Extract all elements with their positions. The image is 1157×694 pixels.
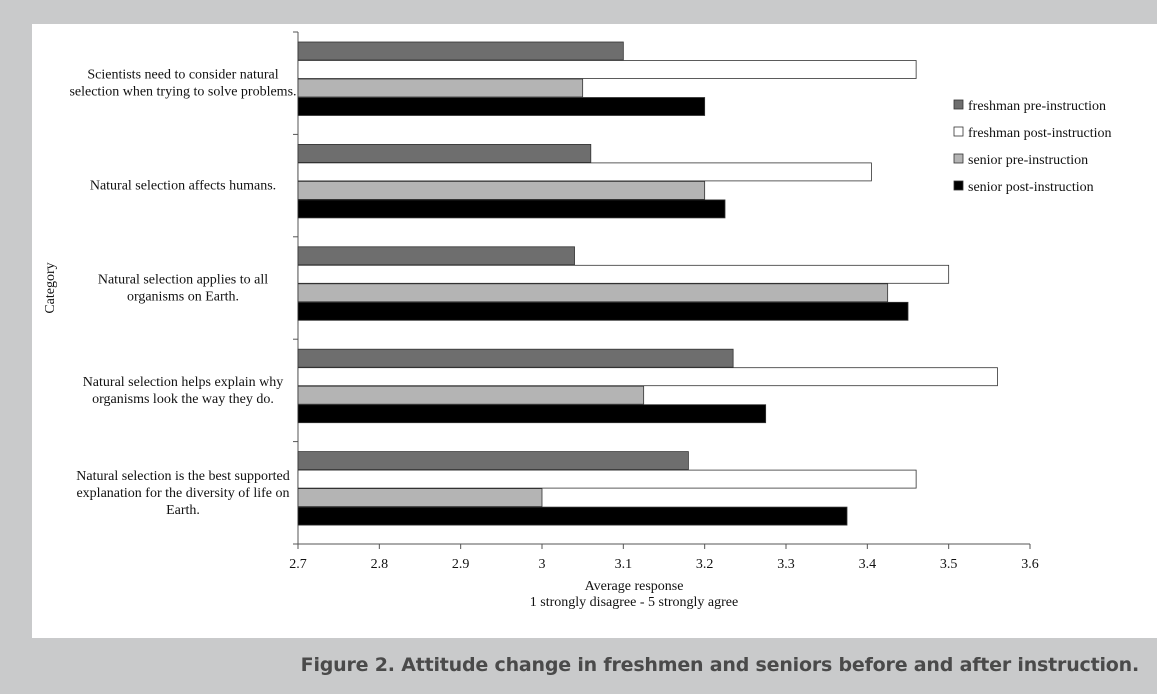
x-tick-label: 3.4 [859,557,877,572]
legend-entry: senior post-instruction [968,180,1094,195]
bar-senior-post-instruction-0 [297,97,706,116]
x-tick-label: 3 [539,557,546,572]
bar-freshman-post-instruction-1 [297,162,872,182]
y-axis-label: Category [43,262,58,313]
x-tick-label: 3.2 [696,557,714,572]
category-label: Scientists need to consider natural [87,68,278,83]
bar-senior-post-instruction-2 [297,301,909,321]
figure-caption: Figure 2. Attitude change in freshmen an… [300,654,1140,676]
bar-freshman-pre-instruction-1 [297,144,592,163]
legend-entry: freshman pre-instruction [968,99,1106,114]
x-tick-label: 2.9 [452,557,470,572]
category-label: explanation for the diversity of life on [76,486,289,501]
category-label: Natural selection applies to all [98,273,268,288]
bar-senior-post-instruction-3 [297,404,767,424]
legend-swatch [953,153,964,164]
bar-freshman-post-instruction-3 [297,367,998,387]
x-tick-label: 3.3 [777,557,795,572]
category-label: selection when trying to solve problems. [69,85,296,100]
bar-chart: 2.7 2.8 2.9 3 3.1 3.2 3.3 3.4 3.5 3.6 Scientists n… [43,31,1111,610]
x-tick-label: 3.5 [940,557,958,572]
x-tick-label: 2.7 [289,557,307,572]
bar-senior-pre-instruction-3 [297,385,645,405]
bar-freshman-post-instruction-4 [297,469,917,489]
bar-freshman-post-instruction-0 [297,60,917,79]
x-tick-label: 3.6 [1021,557,1039,572]
legend-entry: freshman post-instruction [968,126,1111,141]
legend-swatch [953,99,964,110]
category-label: organisms on Earth. [127,290,239,305]
x-axis-label: 1 strongly disagree - 5 strongly agree [530,595,738,610]
bar-freshman-pre-instruction-4 [297,451,689,471]
category-label: Natural selection helps explain why [83,375,284,390]
x-tick-label: 3.1 [615,557,633,572]
category-label: organisms look the way they do. [92,392,274,407]
category-label: Earth. [166,503,200,518]
legend-swatch [953,126,964,137]
x-tick-label: 2.8 [371,557,389,572]
bar-freshman-pre-instruction-2 [297,246,575,266]
legend-swatch [953,180,964,191]
bar-senior-pre-instruction-2 [297,283,889,303]
bar-freshman-pre-instruction-3 [297,348,734,368]
bar-senior-pre-instruction-0 [297,78,584,98]
category-label: Natural selection affects humans. [90,179,276,194]
bar-freshman-post-instruction-2 [297,264,950,284]
chart-panel: 2.7 2.8 2.9 3 3.1 3.2 3.3 3.4 3.5 3.6 Scientists n… [32,24,1157,638]
bar-senior-post-instruction-4 [297,506,848,526]
x-axis-label: Average response [585,579,684,594]
category-label: Natural selection is the best supported [76,469,289,484]
bar-senior-pre-instruction-1 [297,180,706,200]
legend-entry: senior pre-instruction [968,153,1088,168]
bar-freshman-pre-instruction-0 [297,41,624,61]
bar-senior-post-instruction-1 [297,199,726,219]
bar-senior-pre-instruction-4 [297,488,543,508]
